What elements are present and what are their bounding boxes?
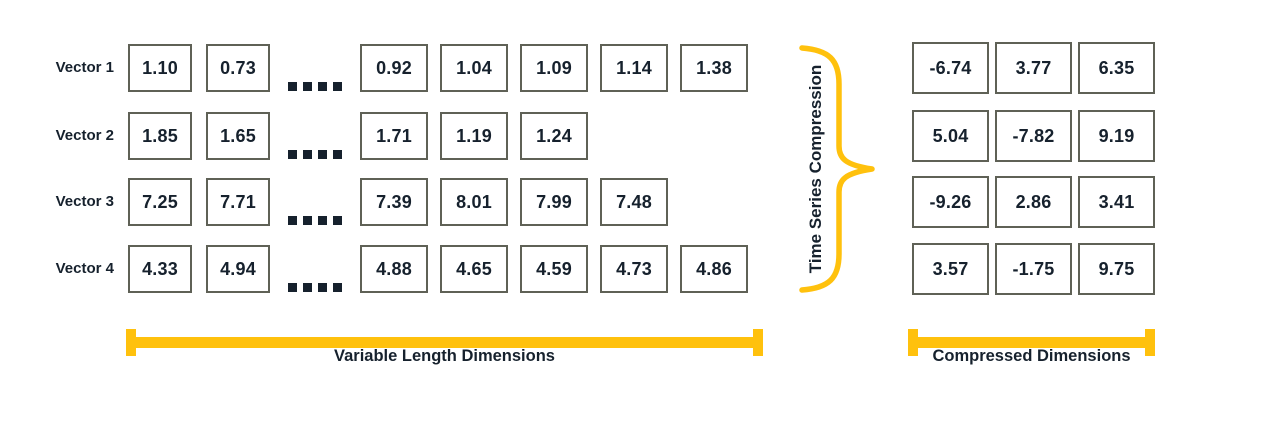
value-cell: 4.94 xyxy=(206,245,270,293)
value-cell: 1.09 xyxy=(520,44,588,92)
variable-length-label: Variable Length Dimensions xyxy=(334,347,555,365)
compressed-cell: 3.57 xyxy=(912,243,989,295)
compressed-cell: 3.77 xyxy=(995,42,1072,94)
ellipsis-dots xyxy=(288,283,342,292)
vector-row: Vector 4 4.33 4.94 4.88 4.65 4.59 4.73 4.86 3.57… xyxy=(0,243,1261,295)
vector-label: Vector 1 xyxy=(55,59,114,76)
vector-label: Vector 4 xyxy=(55,260,114,277)
value-cell: 4.86 xyxy=(680,245,748,293)
value-cell: 4.73 xyxy=(600,245,668,293)
value-cell: 1.65 xyxy=(206,112,270,160)
value-cell: 0.73 xyxy=(206,44,270,92)
ellipsis-dots xyxy=(288,216,342,225)
compressed-cell: 9.75 xyxy=(1078,243,1155,295)
dot-icon xyxy=(318,216,327,225)
bracket-endcap-right xyxy=(1145,329,1155,356)
value-cell: 1.04 xyxy=(440,44,508,92)
value-cell: 1.38 xyxy=(680,44,748,92)
compressed-cell: 2.86 xyxy=(995,176,1072,228)
compressed-cell: 3.41 xyxy=(1078,176,1155,228)
dot-icon xyxy=(333,82,342,91)
value-cell: 8.01 xyxy=(440,178,508,226)
dot-icon xyxy=(333,283,342,292)
vector-row: Vector 3 7.25 7.71 7.39 8.01 7.99 7.48 -9.26 2.8… xyxy=(0,176,1261,228)
compressed-cell: 9.19 xyxy=(1078,110,1155,162)
compressed-label: Compressed Dimensions xyxy=(932,347,1131,365)
dot-icon xyxy=(288,216,297,225)
dot-icon xyxy=(303,216,312,225)
vector-row: Vector 1 1.10 0.73 0.92 1.04 1.09 1.14 1.38 -6.7… xyxy=(0,42,1261,94)
dot-icon xyxy=(318,283,327,292)
value-cell: 1.24 xyxy=(520,112,588,160)
value-cell: 4.33 xyxy=(128,245,192,293)
value-cell: 1.71 xyxy=(360,112,428,160)
value-cell: 7.48 xyxy=(600,178,668,226)
value-cell: 4.65 xyxy=(440,245,508,293)
value-cell: 1.85 xyxy=(128,112,192,160)
value-cell: 7.71 xyxy=(206,178,270,226)
value-cell: 7.99 xyxy=(520,178,588,226)
value-cell: 1.14 xyxy=(600,44,668,92)
vector-row: Vector 2 1.85 1.65 1.71 1.19 1.24 5.04 -7.82 9.1… xyxy=(0,110,1261,162)
bracket-bar xyxy=(911,337,1152,348)
value-cell: 7.39 xyxy=(360,178,428,226)
compressed-cell: -1.75 xyxy=(995,243,1072,295)
curly-brace-icon xyxy=(799,45,875,293)
value-cell: 0.92 xyxy=(360,44,428,92)
dot-icon xyxy=(303,150,312,159)
dot-icon xyxy=(303,82,312,91)
value-cell: 1.19 xyxy=(440,112,508,160)
dot-icon xyxy=(333,150,342,159)
value-cell: 4.88 xyxy=(360,245,428,293)
dot-icon xyxy=(303,283,312,292)
variable-length-bracket xyxy=(126,329,763,356)
dot-icon xyxy=(288,82,297,91)
brace-label: Time Series Compression xyxy=(806,64,825,274)
ellipsis-dots xyxy=(288,150,342,159)
compressed-cell: 6.35 xyxy=(1078,42,1155,94)
dot-icon xyxy=(288,150,297,159)
vector-label: Vector 2 xyxy=(55,127,114,144)
ellipsis-dots xyxy=(288,82,342,91)
vector-label: Vector 3 xyxy=(55,193,114,210)
value-cell: 7.25 xyxy=(128,178,192,226)
dot-icon xyxy=(288,283,297,292)
dot-icon xyxy=(333,216,342,225)
bracket-bar xyxy=(129,337,760,348)
compressed-cell: 5.04 xyxy=(912,110,989,162)
bracket-endcap-right xyxy=(753,329,763,356)
value-cell: 4.59 xyxy=(520,245,588,293)
dot-icon xyxy=(318,150,327,159)
compressed-cell: -7.82 xyxy=(995,110,1072,162)
compressed-cell: -6.74 xyxy=(912,42,989,94)
dot-icon xyxy=(318,82,327,91)
value-cell: 1.10 xyxy=(128,44,192,92)
compressed-bracket xyxy=(908,329,1155,356)
compressed-cell: -9.26 xyxy=(912,176,989,228)
